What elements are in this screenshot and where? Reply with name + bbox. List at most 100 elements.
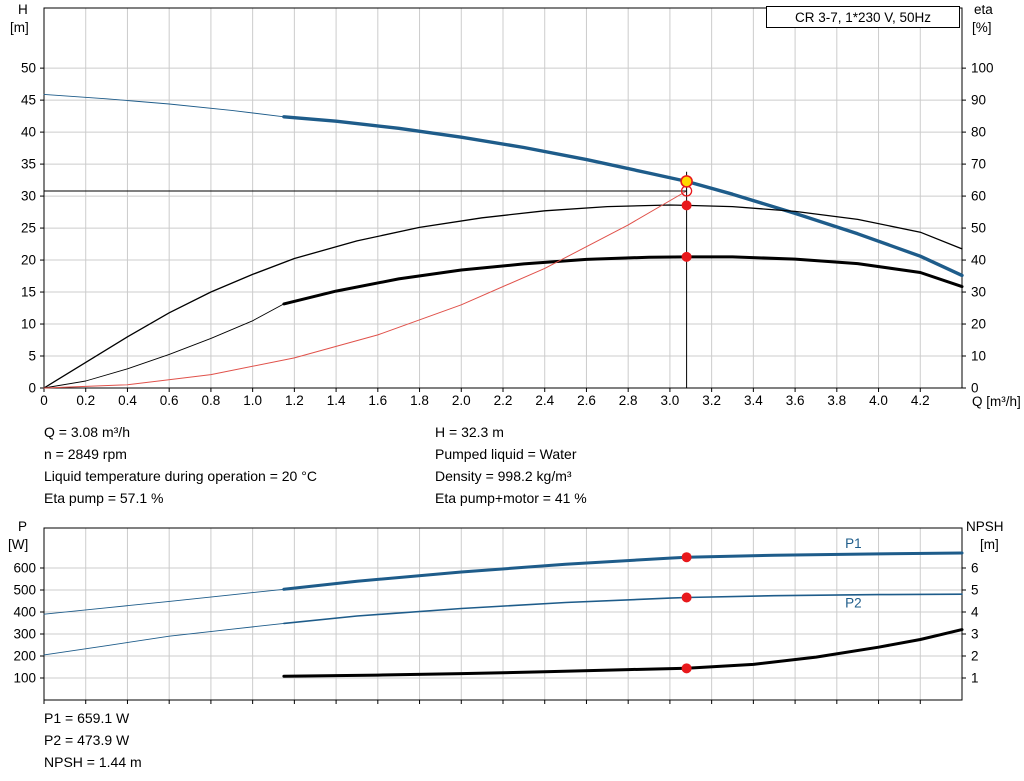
yl-tick-label: 100 xyxy=(13,670,36,685)
duty-point-p2-marker xyxy=(681,592,692,603)
duty-point-qh-marker xyxy=(680,175,693,188)
info-head: H = 32.3 m xyxy=(435,424,504,440)
x-tick-label: 1.4 xyxy=(327,393,346,408)
yr-tick-label: 60 xyxy=(971,189,986,204)
series-eta-pump-motor-curve xyxy=(282,255,964,306)
series-npsh-curve xyxy=(282,628,964,678)
p-axis-unit: [W] xyxy=(8,537,29,552)
x-tick-label: 3.0 xyxy=(661,393,680,408)
yl-tick-label: 600 xyxy=(13,560,36,575)
q-axis-title: Q [m³/h] xyxy=(972,394,1021,409)
yl-tick-label: 200 xyxy=(13,648,36,663)
x-tick-label: 2.6 xyxy=(577,393,596,408)
yr-tick-label: 30 xyxy=(971,285,986,300)
series-p1-curve xyxy=(282,551,964,591)
yr-tick-label: 5 xyxy=(971,582,979,597)
yl-tick-label: 50 xyxy=(21,61,36,76)
yl-tick-label: 400 xyxy=(13,604,36,619)
yr-tick-label: 70 xyxy=(971,157,986,172)
curve-label-P1: P1 xyxy=(845,536,862,551)
series-p2-curve xyxy=(283,593,963,625)
power-npsh-chart: 100 200 300 400 500 600 1 2 3 4 5 6 P1 P2 xyxy=(13,527,979,704)
yl-tick-label: 20 xyxy=(21,253,36,268)
yl-tick-label: 10 xyxy=(21,317,36,332)
yr-tick-label: 80 xyxy=(971,125,986,140)
yl-tick-label: 40 xyxy=(21,125,36,140)
duty-point-npsh-marker xyxy=(681,663,692,674)
x-tick-label: 0.4 xyxy=(118,393,137,408)
npsh-axis-unit: [m] xyxy=(980,537,999,552)
plot-frame xyxy=(43,7,963,389)
info-p2: P2 = 473.9 W xyxy=(44,732,130,748)
info-eta-total: Eta pump+motor = 41 % xyxy=(435,490,587,506)
x-tick-label: 1.0 xyxy=(243,393,262,408)
series-pump-curve-extension xyxy=(43,93,285,118)
info-temperature: Liquid temperature during operation = 20… xyxy=(44,468,317,484)
x-tick-label: 0.2 xyxy=(76,393,95,408)
duty-point-eta-motor-marker xyxy=(681,251,692,262)
series-eta-pump-curve xyxy=(43,204,963,389)
yr-tick-label: 40 xyxy=(971,253,986,268)
info-speed: n = 2849 rpm xyxy=(44,446,127,462)
x-tick-label: 1.8 xyxy=(410,393,429,408)
yr-tick-label: 2 xyxy=(971,648,979,663)
x-tick-label: 3.4 xyxy=(744,393,763,408)
yr-tick-label: 100 xyxy=(971,61,994,76)
x-tick-label: 3.2 xyxy=(702,393,721,408)
series-pump-curve xyxy=(282,115,964,278)
duty-point-p1-marker xyxy=(681,552,692,563)
yr-tick-label: 6 xyxy=(971,560,979,575)
npsh-axis-title: NPSH xyxy=(966,519,1004,534)
pump-model-label: CR 3-7, 1*230 V, 50Hz xyxy=(794,9,932,25)
series-p1-extension xyxy=(43,588,285,615)
x-tick-label: 3.8 xyxy=(827,393,846,408)
yl-tick-label: 500 xyxy=(13,582,36,597)
duty-point-eta-pump-marker xyxy=(681,200,692,211)
yl-tick-label: 0 xyxy=(28,381,36,396)
info-p1: P1 = 659.1 W xyxy=(44,710,130,726)
yr-tick-label: 50 xyxy=(971,221,986,236)
yr-tick-label: 0 xyxy=(971,381,979,396)
x-tick-label: 1.6 xyxy=(368,393,387,408)
p-axis-title: P xyxy=(18,519,28,534)
yl-tick-label: 30 xyxy=(21,189,36,204)
x-tick-label: 2.0 xyxy=(452,393,471,408)
x-tick-label: 0.8 xyxy=(202,393,221,408)
x-tick-label: 3.6 xyxy=(786,393,805,408)
yr-tick-label: 4 xyxy=(971,604,979,619)
x-tick-label: 0.6 xyxy=(160,393,179,408)
yr-tick-label: 90 xyxy=(971,93,986,108)
pump-model-box: CR 3-7, 1*230 V, 50Hz xyxy=(766,6,960,28)
yr-tick-label: 3 xyxy=(971,626,979,641)
x-tick-label: 0 xyxy=(40,393,48,408)
x-tick-label: 2.4 xyxy=(535,393,554,408)
x-tick-label: 2.8 xyxy=(619,393,638,408)
h-axis-unit: [m] xyxy=(10,20,29,35)
yl-tick-label: 45 xyxy=(21,93,36,108)
eta-axis-title: eta xyxy=(974,2,993,17)
x-tick-label: 1.2 xyxy=(285,393,304,408)
info-density: Density = 998.2 kg/m³ xyxy=(435,468,572,484)
x-tick-label: 4.0 xyxy=(869,393,888,408)
yr-tick-label: 1 xyxy=(971,670,979,685)
curve-label-P2: P2 xyxy=(845,596,862,611)
yl-tick-label: 15 xyxy=(21,285,36,300)
x-tick-label: 4.2 xyxy=(911,393,930,408)
info-flow: Q = 3.08 m³/h xyxy=(44,424,130,440)
series-eta-pump-motor-extension xyxy=(43,303,285,389)
yr-tick-label: 20 xyxy=(971,317,986,332)
qh-eta-chart: 0 0.2 0.4 0.6 0.8 1.0 1.2 1.4 1.6 1.8 2.0 2.2 2.4 2.6… xyxy=(21,7,994,408)
info-liquid: Pumped liquid = Water xyxy=(435,446,577,462)
eta-axis-unit: [%] xyxy=(972,20,992,35)
h-axis-title: H xyxy=(18,2,28,17)
yl-tick-label: 300 xyxy=(13,626,36,641)
info-eta-pump: Eta pump = 57.1 % xyxy=(44,490,164,506)
series-p2-extension xyxy=(43,622,285,656)
yl-tick-label: 5 xyxy=(28,349,36,364)
series-system-curve xyxy=(43,190,688,389)
yl-tick-label: 35 xyxy=(21,157,36,172)
yl-tick-label: 25 xyxy=(21,221,36,236)
info-npsh: NPSH = 1.44 m xyxy=(44,754,142,770)
yr-tick-label: 10 xyxy=(971,349,986,364)
